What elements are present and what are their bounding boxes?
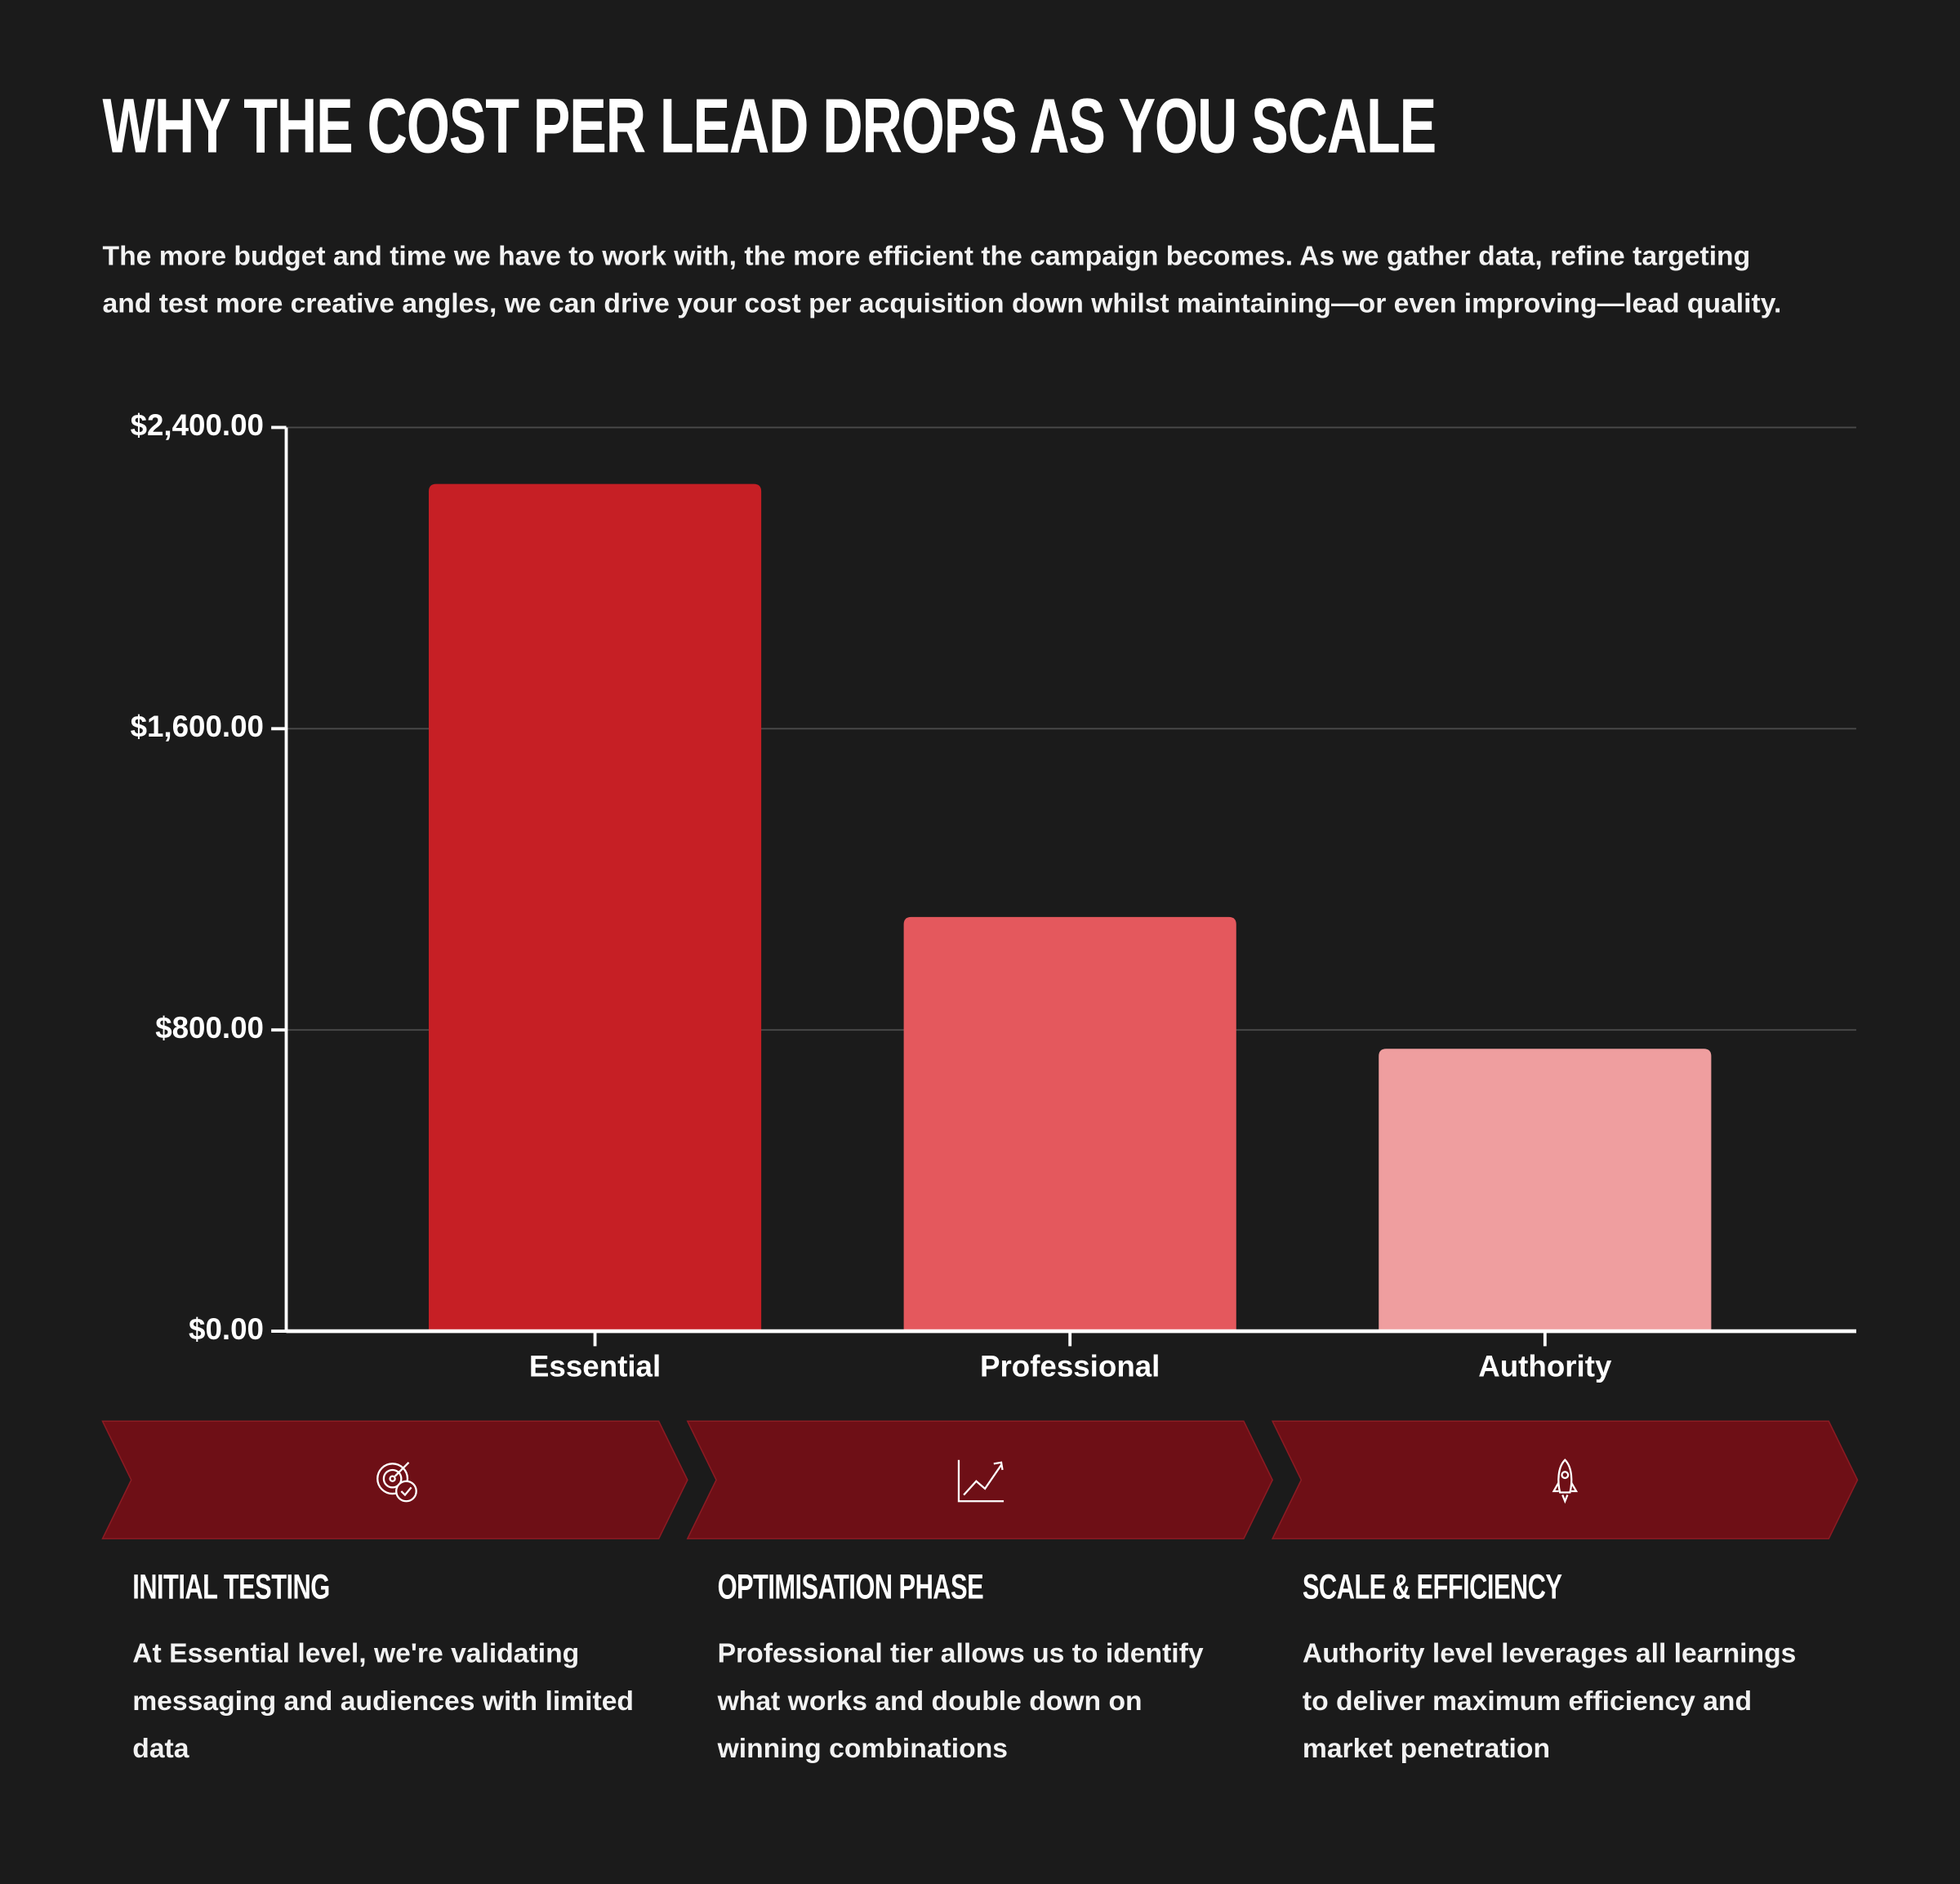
phase: OPTIMISATION PHASE Professional tier all…	[718, 1567, 1243, 1772]
icon-target	[376, 1461, 417, 1503]
icon-rocket	[1552, 1459, 1579, 1504]
phase: INITIAL TESTING At Essential level, we'r…	[132, 1567, 657, 1772]
x-tick-label: Professional	[980, 1350, 1160, 1383]
phase-text: At Essential level, we're validating mes…	[132, 1637, 634, 1764]
bar	[903, 916, 1236, 1332]
phase-text: Authority level leverages all learnings …	[1302, 1637, 1797, 1764]
phase: SCALE & EFFICIENCY Authority level lever…	[1303, 1567, 1828, 1772]
subtitle: The more budget and time we have to work…	[102, 239, 1782, 319]
phase-text: Professional tier allows us to identify …	[717, 1637, 1204, 1764]
x-tick-label: Authority	[1478, 1350, 1612, 1383]
y-tick-label: $0.00	[189, 1312, 264, 1346]
x-tick-label: Essential	[529, 1350, 661, 1383]
bar	[1379, 1049, 1712, 1332]
phase-banners	[101, 1420, 1859, 1539]
phase-title: INITIAL TESTING	[132, 1567, 330, 1606]
icon-growth	[957, 1459, 1004, 1503]
y-tick-label: $2,400.00	[131, 408, 264, 442]
phase-title: SCALE & EFFICIENCY	[1302, 1567, 1562, 1606]
y-tick-label: $1,600.00	[131, 710, 264, 743]
phase-title: OPTIMISATION PHASE	[717, 1567, 984, 1606]
bar	[428, 483, 762, 1332]
phase-banner	[1271, 1420, 1859, 1539]
y-tick-label: $800.00	[155, 1011, 264, 1044]
title: WHY THE COST PER LEAD DROPS AS YOU SCALE	[102, 83, 1437, 171]
phase-banner	[686, 1420, 1274, 1539]
